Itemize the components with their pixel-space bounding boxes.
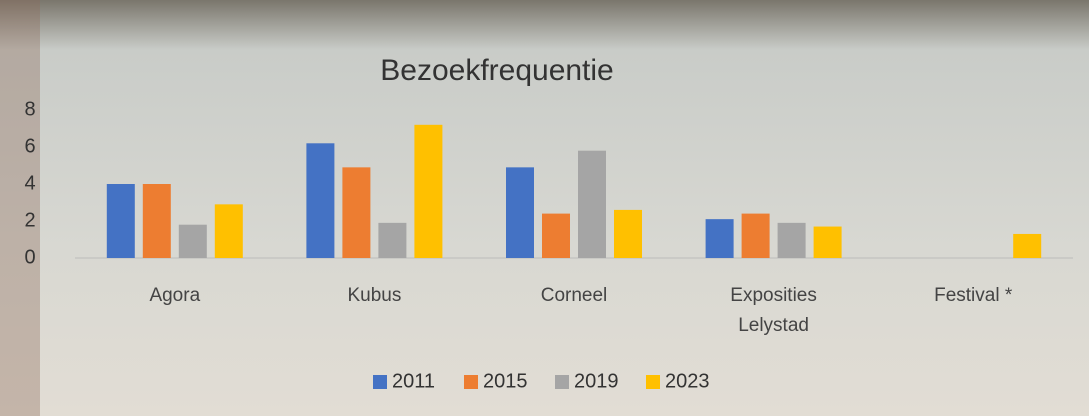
bar — [414, 125, 442, 258]
x-tick-label: Exposities Lelystad — [699, 281, 849, 341]
y-tick-label: 2 — [24, 209, 35, 231]
bar — [778, 223, 806, 258]
bar — [1013, 234, 1041, 258]
x-tick-label: Festival * — [898, 281, 1048, 311]
legend-label: 2011 — [392, 370, 435, 392]
y-tick-label: 8 — [24, 98, 35, 120]
x-tick-label: Kubus — [299, 281, 449, 311]
legend-label: 2015 — [483, 370, 528, 392]
bar — [215, 204, 243, 258]
page: Bezoekfrequentie 0 2 4 6 8 2011 2015 2019 2023 A… — [0, 0, 1089, 416]
legend-swatch — [555, 375, 569, 389]
bar — [107, 184, 135, 258]
x-tick-label: Corneel — [499, 281, 649, 311]
bar — [342, 167, 370, 258]
bar — [143, 184, 171, 258]
legend-label: 2019 — [574, 370, 619, 392]
bar — [742, 214, 770, 258]
bar — [614, 210, 642, 258]
legend-swatch — [464, 375, 478, 389]
x-tick-label: Agora — [100, 281, 250, 311]
bar — [706, 219, 734, 258]
y-tick-label: 6 — [24, 135, 35, 157]
bar — [306, 143, 334, 258]
legend-swatch — [646, 375, 660, 389]
y-tick-label: 4 — [24, 172, 35, 194]
legend-label: 2023 — [665, 370, 710, 392]
legend-swatch — [373, 375, 387, 389]
chart-title: Bezoekfrequentie — [380, 54, 614, 87]
bar — [814, 227, 842, 258]
background-shade — [0, 0, 40, 416]
bar — [542, 214, 570, 258]
bar — [378, 223, 406, 258]
bar — [506, 167, 534, 258]
chart: Bezoekfrequentie 0 2 4 6 8 2011 2015 2019 2023 — [0, 0, 1089, 416]
y-tick-label: 0 — [24, 246, 35, 268]
bar — [578, 151, 606, 258]
bar — [179, 225, 207, 258]
